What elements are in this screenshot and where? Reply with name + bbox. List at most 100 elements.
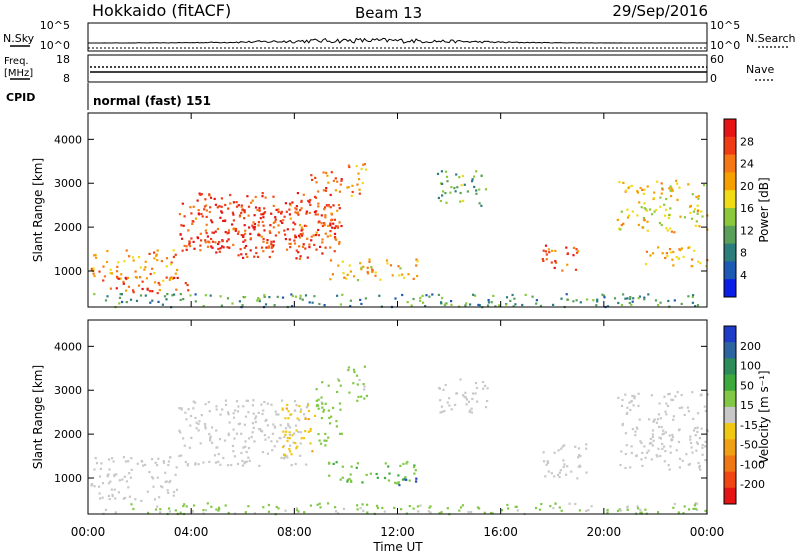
data-cell: [689, 211, 692, 214]
data-cell: [512, 305, 515, 308]
data-cell: [188, 446, 191, 449]
data-cell: [557, 473, 560, 477]
data-cell: [384, 462, 387, 465]
data-cell: [340, 179, 343, 182]
data-cell: [241, 459, 244, 462]
data-cell: [438, 512, 441, 515]
freq-tick-bottom: 8: [63, 72, 70, 85]
data-cell: [465, 302, 468, 305]
data-cell: [697, 260, 700, 263]
data-cell: [325, 171, 328, 174]
data-cell: [445, 175, 449, 178]
data-cell: [199, 232, 202, 235]
data-cell: [695, 195, 698, 199]
data-cell: [261, 192, 264, 195]
data-cell: [148, 290, 151, 293]
data-cell: [95, 462, 99, 465]
data-cell: [266, 452, 269, 455]
data-cell: [99, 497, 102, 500]
data-cell: [695, 220, 698, 223]
data-cell: [101, 482, 105, 485]
data-cell: [183, 444, 186, 447]
data-cell: [288, 448, 291, 451]
data-cell: [464, 304, 467, 307]
data-cell: [234, 229, 237, 232]
data-cell: [416, 260, 419, 263]
data-cell: [307, 404, 310, 407]
data-cell: [474, 294, 477, 297]
data-cell: [255, 252, 258, 255]
data-cell: [204, 239, 207, 242]
data-cell: [189, 414, 193, 418]
data-cell: [264, 196, 267, 199]
data-cell: [340, 432, 343, 435]
data-cell: [631, 394, 634, 397]
data-cell: [329, 193, 332, 196]
data-cell: [109, 480, 112, 483]
data-cell: [560, 509, 563, 512]
data-cell: [206, 235, 209, 238]
data-cell: [244, 445, 247, 448]
data-cell: [329, 246, 332, 249]
data-cell: [182, 437, 185, 440]
data-cell: [449, 191, 452, 194]
data-cell: [641, 451, 644, 454]
data-cell: [445, 201, 448, 204]
data-cell: [680, 394, 683, 397]
data-cell: [424, 305, 427, 308]
data-cell: [410, 304, 413, 307]
data-cell: [649, 208, 652, 211]
data-cell: [215, 429, 218, 432]
data-cell: [388, 472, 391, 475]
data-cell: [117, 277, 120, 280]
data-cell: [116, 265, 119, 268]
data-cell: [668, 468, 671, 471]
colorbar-tick-label: 28: [740, 135, 754, 148]
data-cell: [389, 264, 392, 267]
data-cell: [421, 294, 424, 297]
data-cell: [678, 428, 681, 431]
data-cell: [618, 227, 621, 230]
data-cell: [289, 246, 292, 249]
data-cell: [116, 276, 119, 279]
data-cell: [630, 303, 633, 306]
data-cell: [250, 201, 253, 204]
data-cell: [208, 410, 211, 413]
data-cell: [664, 208, 668, 211]
data-cell: [366, 270, 369, 273]
data-cell: [153, 272, 156, 275]
data-cell: [405, 462, 408, 465]
data-cell: [329, 230, 332, 233]
data-cell: [217, 453, 220, 456]
data-cell: [704, 409, 707, 413]
data-cell: [368, 260, 371, 263]
data-cell: [335, 420, 338, 423]
data-cell: [383, 510, 386, 513]
data-cell: [172, 494, 175, 497]
data-cell: [638, 201, 641, 204]
data-cell: [194, 462, 197, 465]
colorbar-tick-label: 12: [740, 224, 754, 237]
data-cell: [227, 413, 230, 416]
data-cell: [125, 289, 128, 292]
data-cell: [288, 433, 291, 437]
data-cell: [636, 214, 639, 217]
data-cell: [644, 208, 648, 211]
data-cell: [325, 439, 328, 442]
data-cell: [246, 255, 249, 258]
data-cell: [109, 272, 112, 275]
data-cell: [179, 298, 182, 301]
data-cell: [244, 415, 248, 418]
data-cell: [687, 246, 690, 249]
data-cell: [682, 255, 685, 258]
data-cell: [378, 294, 381, 297]
data-cell: [672, 250, 675, 254]
data-cell: [313, 210, 316, 213]
data-cell: [397, 265, 400, 268]
data-cell: [659, 417, 662, 420]
data-cell: [670, 230, 673, 233]
data-cell: [681, 459, 684, 462]
data-cell: [289, 444, 292, 447]
data-cell: [92, 267, 95, 270]
